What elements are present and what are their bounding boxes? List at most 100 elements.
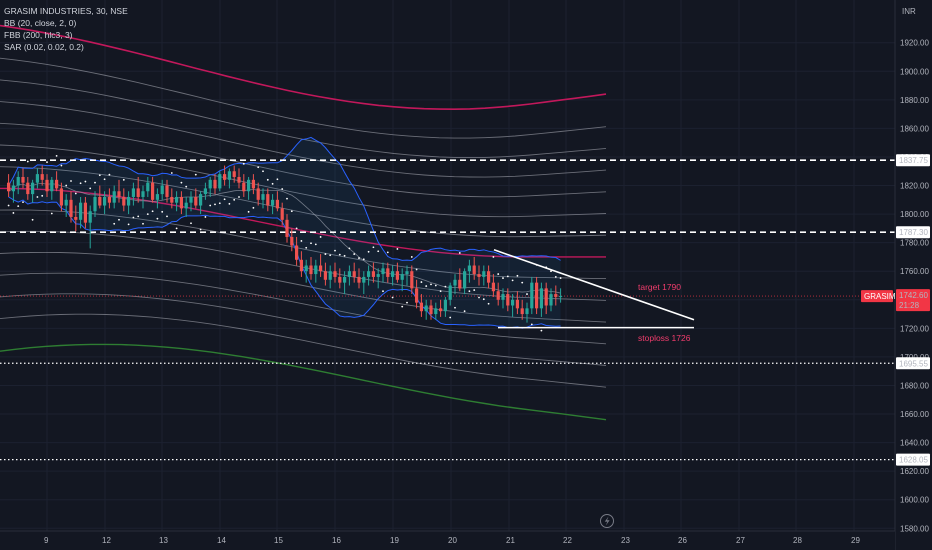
- candle-body: [131, 188, 135, 197]
- sar-dot: [257, 166, 260, 169]
- candle: [251, 174, 255, 195]
- fbb-line: [0, 122, 607, 198]
- candle-body: [194, 196, 198, 206]
- currency-label: INR: [902, 7, 916, 16]
- sar-dot: [94, 181, 96, 184]
- sar-dot: [185, 185, 188, 188]
- level-tag-bg: [896, 226, 930, 239]
- candle-body: [280, 208, 284, 220]
- price-tick-label: 1800.00: [900, 210, 929, 219]
- sar-dot: [314, 243, 317, 246]
- sar-dot: [180, 181, 183, 184]
- candle: [496, 282, 500, 306]
- candle-body: [184, 202, 188, 209]
- candle: [395, 262, 399, 283]
- level-price-tag: 1837.75: [896, 154, 930, 167]
- level-tag-bg: [896, 453, 930, 466]
- last-price-countdown: 21:28: [899, 301, 920, 310]
- sar-dot: [252, 206, 255, 209]
- candle: [501, 288, 505, 309]
- candle-body: [525, 308, 529, 315]
- sar-dot: [468, 290, 471, 293]
- candle: [122, 188, 126, 212]
- sar-dot: [425, 285, 428, 287]
- candle-body: [45, 179, 49, 192]
- candle: [357, 268, 361, 289]
- symbol-title[interactable]: GRASIM INDUSTRIES, 30, NSE: [4, 6, 128, 16]
- time-tick-label: 13: [159, 536, 168, 545]
- candle-body: [242, 182, 246, 192]
- lightning-icon[interactable]: [600, 514, 614, 528]
- candle: [304, 259, 308, 283]
- stoploss-annotation: stoploss 1726: [638, 333, 691, 343]
- candle-body: [88, 211, 92, 223]
- candle: [242, 174, 246, 197]
- time-tick-label: 26: [678, 536, 687, 545]
- candle-body: [309, 265, 313, 275]
- candle-body: [35, 174, 39, 183]
- candle: [443, 296, 447, 317]
- candle: [151, 176, 155, 203]
- candle: [64, 194, 68, 217]
- fbb-line: [0, 343, 607, 421]
- candle: [309, 256, 313, 280]
- candle: [45, 174, 49, 197]
- sar-dot: [401, 305, 404, 308]
- sar-dot: [458, 252, 461, 254]
- indicator-bb[interactable]: BB (20, close, 2, 0): [4, 18, 77, 28]
- candle: [165, 179, 169, 203]
- candle-body: [203, 188, 207, 195]
- sar-dot: [286, 197, 288, 200]
- sar-dot: [214, 203, 216, 206]
- candle-body: [93, 196, 97, 212]
- candle: [295, 236, 299, 266]
- candle-body: [285, 219, 289, 237]
- candle-body: [338, 276, 342, 283]
- indicator-sar[interactable]: SAR (0.02, 0.02, 0.2): [4, 42, 84, 52]
- candle-body: [506, 294, 510, 306]
- sar-dot: [530, 323, 533, 326]
- sar-dot: [353, 253, 356, 255]
- sar-dot: [329, 254, 332, 257]
- symbol-tag-label: GRASIM: [864, 292, 896, 301]
- candle: [112, 185, 116, 209]
- candle-body: [367, 271, 371, 277]
- candle: [35, 168, 39, 189]
- candle: [40, 165, 44, 186]
- candle-body: [213, 179, 217, 189]
- fbb-line: [0, 209, 607, 280]
- sar-dot: [391, 296, 394, 299]
- time-tick-label: 12: [102, 536, 111, 545]
- candle-body: [323, 271, 327, 280]
- candle-body: [472, 265, 476, 275]
- time-tick-label: 28: [793, 536, 802, 545]
- sar-dot: [166, 215, 168, 218]
- candle-body: [31, 182, 35, 195]
- candle-body: [266, 194, 270, 206]
- candle-body: [496, 291, 500, 300]
- sar-dot: [444, 285, 447, 288]
- candle-body: [74, 216, 78, 220]
- candle-body: [395, 271, 399, 280]
- indicator-fbb[interactable]: FBB (200, hlc3, 3): [4, 30, 73, 40]
- candle-body: [208, 179, 212, 189]
- sar-dot: [12, 212, 15, 214]
- candle: [175, 191, 179, 212]
- candle-body: [439, 308, 443, 312]
- candle: [539, 282, 543, 317]
- candle: [93, 191, 97, 217]
- candle-body: [328, 271, 332, 280]
- sar-dot: [199, 228, 202, 231]
- candle: [535, 276, 539, 315]
- candle: [323, 262, 327, 286]
- candle-body: [189, 196, 193, 203]
- candle: [232, 165, 236, 183]
- sar-dot: [449, 316, 452, 319]
- sar-dot: [74, 192, 77, 195]
- sar-dot: [434, 284, 437, 287]
- candle: [376, 268, 380, 289]
- sar-dot: [146, 213, 149, 216]
- candle-body: [381, 268, 385, 275]
- candle-body: [50, 179, 54, 192]
